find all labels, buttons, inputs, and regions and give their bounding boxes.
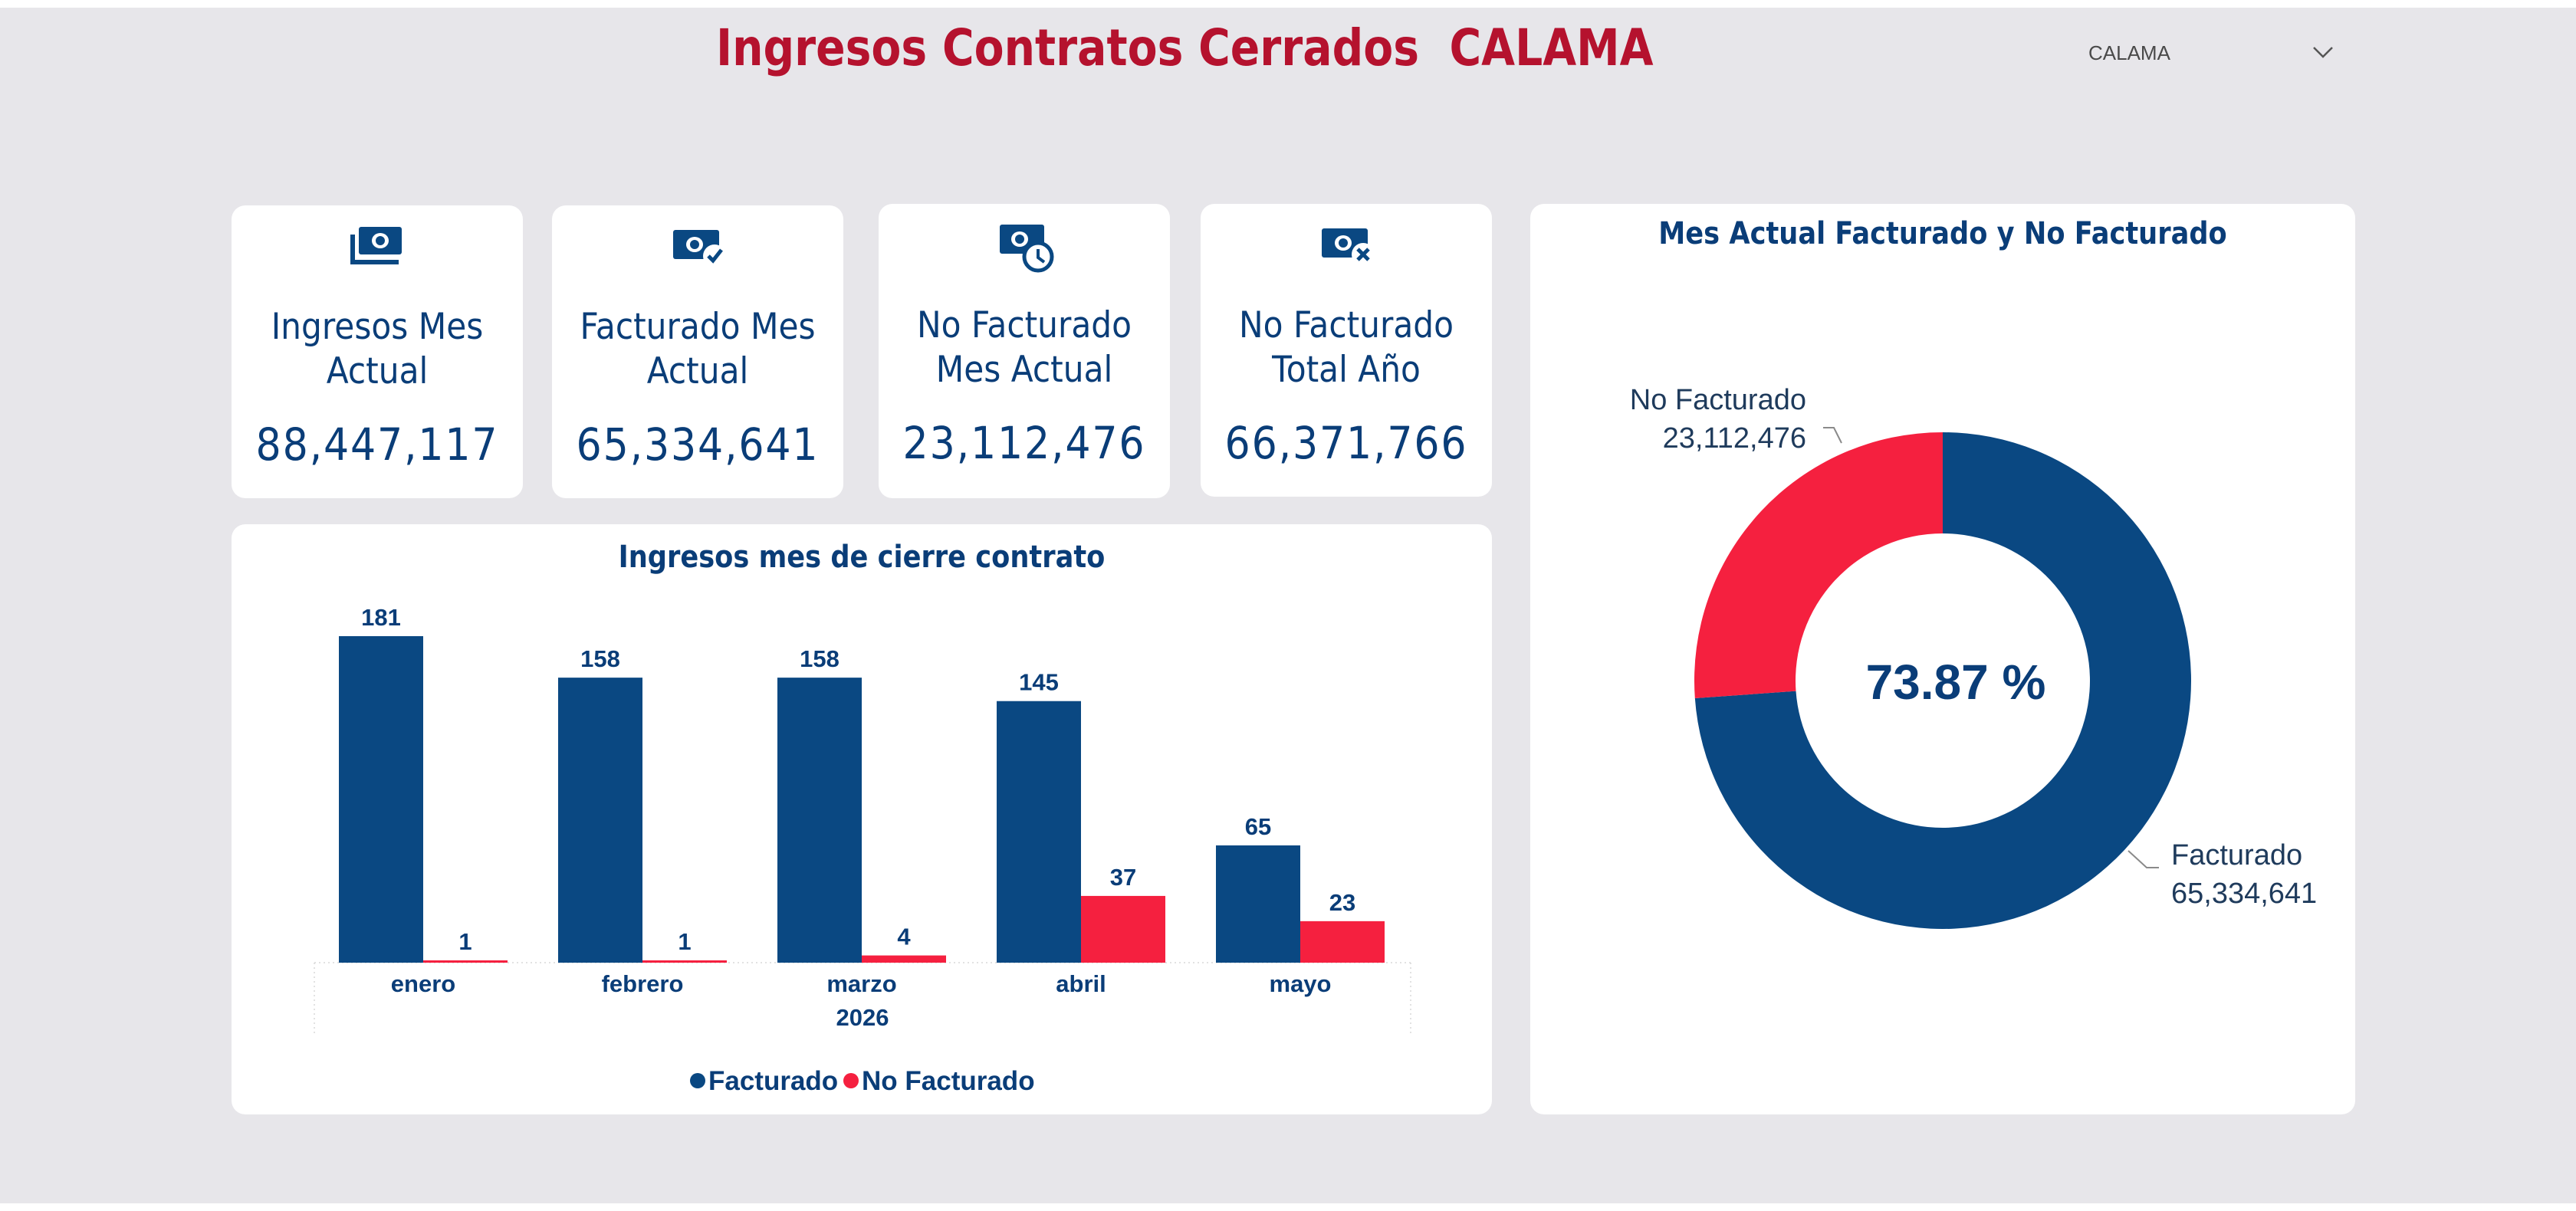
slice-label-facturado-value: 65,334,641 xyxy=(2171,878,2317,910)
bar-facturado-febrero[interactable] xyxy=(558,678,642,963)
bar-no-facturado-mayo[interactable] xyxy=(1300,921,1385,963)
data-label-no-facturado-mayo: 23 xyxy=(1329,889,1355,916)
legend-marker-facturado xyxy=(690,1073,705,1088)
kpi-label: No Facturado Mes Actual xyxy=(916,304,1132,391)
dashboard-canvas: Ingresos Contratos Cerrados CALAMA CALAM… xyxy=(0,8,2576,1203)
donut-chart: 73.87 % No Facturado 23,112,476 Facturad… xyxy=(1630,384,2317,929)
x-tick-label-mayo: mayo xyxy=(1270,970,1332,997)
kpi-card-no-facturado-mes-actual[interactable]: No Facturado Mes Actual 23,112,476 xyxy=(879,204,1170,498)
legend-label-facturado: Facturado xyxy=(708,1066,838,1096)
bar-chart-panel[interactable]: Ingresos mes de cierre contrato 181 1 ener… xyxy=(232,524,1492,1114)
slice-label-no-facturado-value: 23,112,476 xyxy=(1663,422,1806,455)
data-label-no-facturado-marzo: 4 xyxy=(897,924,911,950)
kpi-value: 88,447,117 xyxy=(255,418,499,471)
data-label-facturado-febrero: 158 xyxy=(580,645,620,672)
kpi-card-no-facturado-total-ano[interactable]: No Facturado Total Año 66,371,766 xyxy=(1201,204,1492,497)
slicer-selected-value: CALAMA xyxy=(2088,41,2170,64)
donut-center-label: 73.87 % xyxy=(1866,655,2046,710)
x-tick-label-abril: abril xyxy=(1056,970,1106,997)
data-label-facturado-marzo: 158 xyxy=(800,645,840,672)
kpi-label: No Facturado Total Año xyxy=(1238,304,1454,391)
page-title: Ingresos Contratos Cerrados CALAMA xyxy=(716,18,1654,77)
x-tick-label-enero: enero xyxy=(391,970,455,997)
leader-line-facturado xyxy=(2128,850,2159,868)
bar-chart: 1811enero1581febrero1584marzo14537abril6… xyxy=(314,604,1411,1096)
slice-label-facturado-name: Facturado xyxy=(2171,839,2302,871)
kpi-label: Facturado Mes Actual xyxy=(580,306,816,392)
donut-chart-panel[interactable]: Mes Actual Facturado y No Facturado 73.8… xyxy=(1530,204,2355,1114)
kpi-card-facturado-mes-actual[interactable]: Facturado Mes Actual 65,334,641 xyxy=(552,205,843,498)
x-tick-label-febrero: febrero xyxy=(602,970,684,997)
data-label-no-facturado-febrero: 1 xyxy=(678,928,691,955)
slice-label-no-facturado-name: No Facturado xyxy=(1630,384,1806,416)
money-check-icon xyxy=(673,230,726,267)
kpi-label: Ingresos Mes Actual xyxy=(271,306,484,392)
bar-chart-title: Ingresos mes de cierre contrato xyxy=(618,540,1106,575)
bar-no-facturado-marzo[interactable] xyxy=(862,955,946,963)
data-label-facturado-enero: 181 xyxy=(361,604,401,631)
data-label-facturado-mayo: 65 xyxy=(1245,813,1271,840)
kpi-value: 65,334,641 xyxy=(576,418,820,471)
chevron-down-icon[interactable] xyxy=(2308,38,2338,66)
leader-line-no-facturado xyxy=(1823,427,1842,444)
donut-slice-no-facturado[interactable] xyxy=(1694,432,1943,699)
bar-no-facturado-febrero[interactable] xyxy=(642,960,727,963)
bar-no-facturado-abril[interactable] xyxy=(1081,895,1165,963)
bar-no-facturado-enero[interactable] xyxy=(423,960,508,963)
money-clock-icon xyxy=(1000,225,1054,273)
donut-chart-title: Mes Actual Facturado y No Facturado xyxy=(1658,216,2227,251)
bar-facturado-abril[interactable] xyxy=(997,701,1081,963)
bar-facturado-marzo[interactable] xyxy=(777,678,862,963)
legend-label-no-facturado: No Facturado xyxy=(862,1066,1035,1096)
bar-facturado-mayo[interactable] xyxy=(1216,845,1300,963)
city-slicer-dropdown[interactable]: CALAMA xyxy=(2070,31,2338,77)
data-label-no-facturado-enero: 1 xyxy=(458,928,472,955)
money-stack-icon xyxy=(350,227,402,264)
x-axis-year-label: 2026 xyxy=(836,1004,889,1031)
bar-chart-legend: Facturado No Facturado xyxy=(690,1066,1035,1096)
kpi-value: 66,371,766 xyxy=(1224,417,1468,469)
kpi-card-ingresos-mes-actual[interactable]: Ingresos Mes Actual 88,447,117 xyxy=(232,205,523,498)
money-x-icon xyxy=(1322,228,1375,266)
legend-marker-no-facturado xyxy=(843,1073,859,1088)
donut-slice-facturado[interactable] xyxy=(1694,432,2191,929)
data-label-facturado-abril: 145 xyxy=(1019,669,1059,696)
bar-facturado-enero[interactable] xyxy=(339,636,423,963)
data-label-no-facturado-abril: 37 xyxy=(1110,864,1136,891)
kpi-value: 23,112,476 xyxy=(902,417,1146,469)
x-tick-label-marzo: marzo xyxy=(826,970,896,997)
